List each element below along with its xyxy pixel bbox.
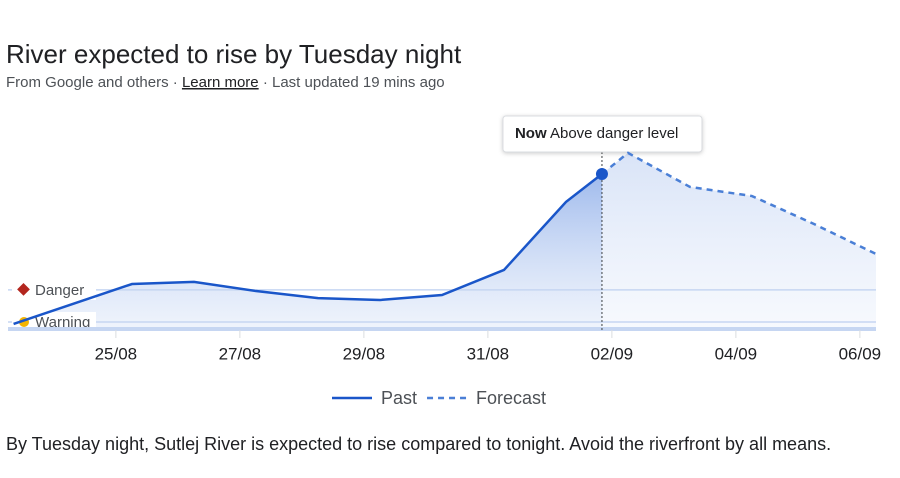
source: From Google and others xyxy=(6,74,169,91)
x-tick-label: 29/08 xyxy=(343,344,386,363)
area xyxy=(601,152,876,328)
threshold-label: Danger xyxy=(35,282,84,299)
x-tick-label: 06/09 xyxy=(839,344,882,363)
series-line xyxy=(13,173,603,326)
threshold-label: Warning xyxy=(35,314,90,331)
tooltip-value: Above danger level xyxy=(550,125,678,142)
separator: · xyxy=(173,74,178,91)
x-tick-label: 25/08 xyxy=(95,344,138,363)
legend-label: Forecast xyxy=(476,388,546,408)
learn-more-link[interactable]: Learn more xyxy=(182,74,259,91)
series-line xyxy=(601,151,877,256)
tooltip-text: Now Above danger level xyxy=(515,125,678,142)
x-tick-label: 31/08 xyxy=(467,344,510,363)
now-point xyxy=(595,168,608,181)
plot: Danger Warning 25/08 27/08 29/08 31/08 02/09 04… xyxy=(8,115,882,408)
legend-label: Past xyxy=(381,388,417,408)
tooltip-label: Now xyxy=(515,125,547,142)
x-tick-label: 27/08 xyxy=(219,344,262,363)
tooltip xyxy=(502,115,703,153)
x-tick-label: 04/09 xyxy=(715,344,758,363)
separator: · xyxy=(263,74,268,91)
description: By Tuesday night, Sutlej River is expect… xyxy=(6,434,831,454)
updated: Last updated 19 mins ago xyxy=(272,74,445,91)
threshold-label-bg xyxy=(12,279,96,300)
title: River expected to rise by Tuesday night xyxy=(6,39,462,69)
x-tick-label: 02/09 xyxy=(591,344,634,363)
area xyxy=(13,174,602,328)
subtitle: From Google and others · Learn more · La… xyxy=(6,74,445,91)
threshold-icon xyxy=(17,283,30,296)
